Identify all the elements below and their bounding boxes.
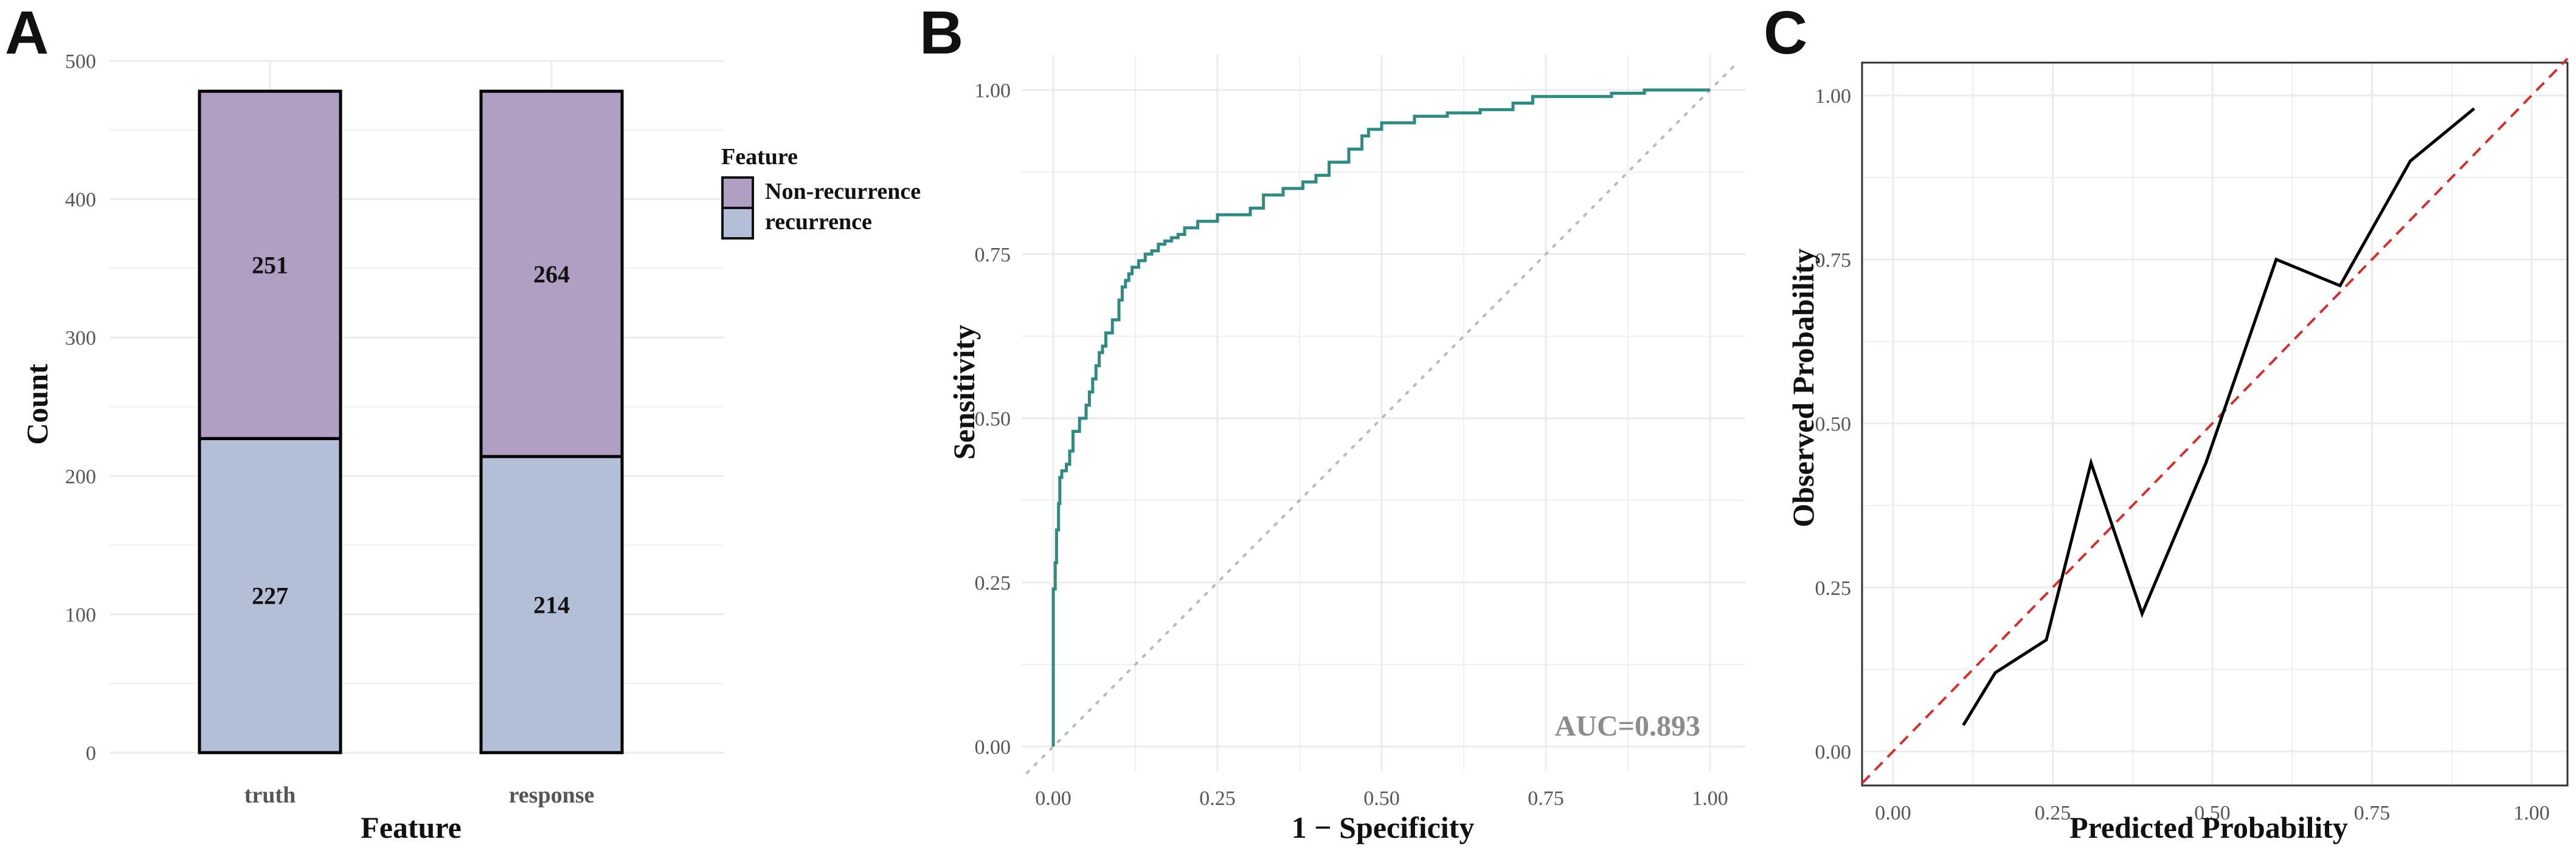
x-tick-label: truth — [244, 782, 296, 808]
x-tick-label: 0.50 — [1363, 787, 1400, 810]
x-tick-label: 0.50 — [2194, 802, 2231, 824]
legend-label-recurrence: recurrence — [765, 209, 872, 235]
panel-b-x-ticks: 0.00 0.25 0.50 0.75 1.00 — [1035, 787, 1728, 810]
y-tick-label: 0.50 — [975, 408, 1011, 430]
panel-letter-a: A — [5, 0, 49, 67]
bar-non-recurrence-truth — [198, 89, 342, 440]
y-tick-label: 200 — [65, 466, 96, 488]
bar-value-label: 227 — [252, 582, 288, 610]
panel-c-gridlines — [1862, 63, 2567, 785]
panel-b: B 0.00 0.25 0.50 0.75 1.00 0.00 0.25 0.50 0.75 1… — [919, 0, 1745, 844]
y-tick-label: 300 — [65, 327, 96, 350]
y-tick-label: 0.25 — [1815, 577, 1852, 599]
panel-c-y-ticks: 0.00 0.25 0.50 0.75 1.00 — [1815, 85, 1852, 764]
panel-a-x-axis-title: Feature — [361, 810, 462, 844]
auc-annotation: AUC=0.893 — [1555, 710, 1700, 742]
y-tick-label: 1.00 — [975, 80, 1011, 102]
panel-a-y-axis-title: Count — [20, 364, 54, 445]
legend-label-non-recurrence: Non-recurrence — [765, 179, 921, 204]
y-tick-label: 400 — [65, 189, 96, 212]
x-tick-label: 0.75 — [2354, 802, 2391, 824]
panel-letter-c: C — [1764, 0, 1807, 67]
x-tick-label: 0.25 — [2035, 802, 2071, 824]
y-tick-label: 500 — [65, 50, 96, 73]
y-tick-label: 0.00 — [1815, 741, 1852, 764]
x-tick-label: 0.00 — [1035, 787, 1072, 810]
panel-b-x-axis-title: 1 − Specificity — [1292, 810, 1475, 844]
y-tick-label: 0.00 — [975, 736, 1011, 759]
y-tick-label: 0.75 — [975, 244, 1011, 266]
panel-b-chance-diagonal — [1025, 62, 1738, 775]
panel-c: C 0.00 0.25 0.50 0.75 1.00 0.00 0.25 0.50 0.75 1… — [1764, 0, 2569, 844]
bar-value-label: 214 — [533, 591, 570, 618]
panel-b-gridlines — [1022, 55, 1745, 771]
panel-c-calibration-curve — [1962, 107, 2476, 727]
legend-title: Feature — [721, 144, 798, 170]
x-tick-label: 0.00 — [1875, 802, 1911, 824]
panel-a-bars: 227 251 214 264 — [198, 89, 624, 754]
bar-non-recurrence-response — [479, 89, 624, 458]
panel-b-y-axis-title: Sensitivity — [947, 325, 981, 460]
y-tick-label: 0.50 — [1815, 413, 1852, 436]
panel-b-roc-curve — [1051, 88, 1710, 747]
x-tick-label: response — [509, 782, 595, 808]
bar-value-label: 264 — [533, 261, 570, 288]
y-tick-label: 0 — [86, 742, 96, 765]
y-tick-label: 1.00 — [1815, 85, 1852, 108]
panel-a: A 227 251 214 264 0 100 200 300 400 500 truth res… — [5, 0, 921, 844]
panel-a-x-ticks: truth response — [244, 782, 595, 808]
panel-a-y-ticks: 0 100 200 300 400 500 — [65, 50, 96, 765]
y-tick-label: 0.75 — [1815, 249, 1852, 272]
panel-letter-b: B — [919, 0, 963, 67]
panel-b-y-ticks: 0.00 0.25 0.50 0.75 1.00 — [975, 80, 1011, 759]
panel-c-x-axis-title: Predicted Probability — [2069, 810, 2348, 844]
x-tick-label: 0.25 — [1199, 787, 1236, 810]
x-tick-label: 0.75 — [1528, 787, 1564, 810]
panel-c-plot-border — [1861, 61, 2569, 787]
x-tick-label: 1.00 — [1692, 787, 1728, 810]
bar-recurrence-truth — [198, 437, 342, 754]
y-tick-label: 0.25 — [975, 572, 1011, 595]
panel-c-y-axis-title: Observed Probability — [1786, 249, 1820, 528]
panel-c-ideal-line — [1861, 57, 2569, 784]
y-tick-label: 100 — [65, 604, 96, 626]
bar-recurrence-response — [479, 455, 624, 754]
bar-value-label: 251 — [252, 252, 288, 279]
legend-swatch-non-recurrence — [721, 176, 754, 209]
legend-swatch-recurrence — [721, 207, 754, 240]
panel-a-legend: Feature Non-recurrence recurrence — [721, 144, 921, 240]
panel-c-x-ticks: 0.00 0.25 0.50 0.75 1.00 — [1875, 802, 2550, 824]
x-tick-label: 1.00 — [2513, 802, 2550, 824]
